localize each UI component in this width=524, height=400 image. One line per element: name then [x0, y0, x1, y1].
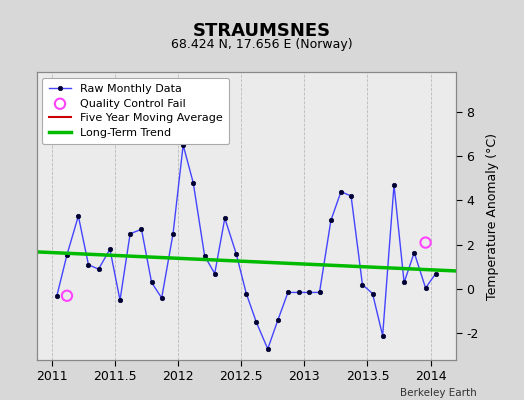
Raw Monthly Data — [233, 251, 239, 256]
Y-axis label: Temperature Anomaly (°C): Temperature Anomaly (°C) — [486, 132, 499, 300]
Text: STRAUMSNES: STRAUMSNES — [193, 22, 331, 40]
Raw Monthly Data — [411, 250, 417, 255]
Raw Monthly Data — [138, 227, 145, 232]
Raw Monthly Data — [316, 290, 323, 295]
Raw Monthly Data — [190, 180, 196, 185]
Raw Monthly Data — [243, 291, 249, 296]
Raw Monthly Data — [159, 296, 165, 300]
Raw Monthly Data — [338, 189, 344, 194]
Legend: Raw Monthly Data, Quality Control Fail, Five Year Moving Average, Long-Term Tren: Raw Monthly Data, Quality Control Fail, … — [42, 78, 230, 144]
Raw Monthly Data — [285, 290, 291, 295]
Raw Monthly Data — [54, 293, 60, 298]
Raw Monthly Data — [253, 320, 259, 325]
Raw Monthly Data — [306, 290, 312, 295]
Raw Monthly Data — [117, 298, 123, 302]
Raw Monthly Data — [348, 194, 354, 198]
Raw Monthly Data — [201, 254, 208, 258]
Raw Monthly Data — [379, 333, 386, 338]
Raw Monthly Data — [222, 216, 228, 221]
Raw Monthly Data — [107, 247, 113, 252]
Raw Monthly Data — [95, 267, 102, 272]
Raw Monthly Data — [180, 143, 187, 148]
Raw Monthly Data — [369, 291, 376, 296]
Text: 68.424 N, 17.656 E (Norway): 68.424 N, 17.656 E (Norway) — [171, 38, 353, 51]
Raw Monthly Data — [391, 182, 397, 187]
Raw Monthly Data — [401, 280, 407, 285]
Raw Monthly Data — [64, 252, 70, 257]
Raw Monthly Data — [75, 214, 82, 218]
Raw Monthly Data — [148, 280, 155, 285]
Raw Monthly Data — [265, 346, 271, 351]
Raw Monthly Data — [422, 286, 429, 290]
Quality Control Fail — [421, 239, 430, 246]
Raw Monthly Data — [296, 290, 302, 295]
Raw Monthly Data — [85, 262, 92, 267]
Line: Raw Monthly Data: Raw Monthly Data — [54, 143, 438, 351]
Raw Monthly Data — [212, 271, 218, 276]
Raw Monthly Data — [328, 218, 334, 223]
Raw Monthly Data — [127, 231, 133, 236]
Raw Monthly Data — [275, 318, 281, 322]
Raw Monthly Data — [432, 271, 439, 276]
Quality Control Fail — [63, 292, 71, 299]
Raw Monthly Data — [170, 231, 176, 236]
Raw Monthly Data — [359, 282, 366, 287]
Text: Berkeley Earth: Berkeley Earth — [400, 388, 477, 398]
